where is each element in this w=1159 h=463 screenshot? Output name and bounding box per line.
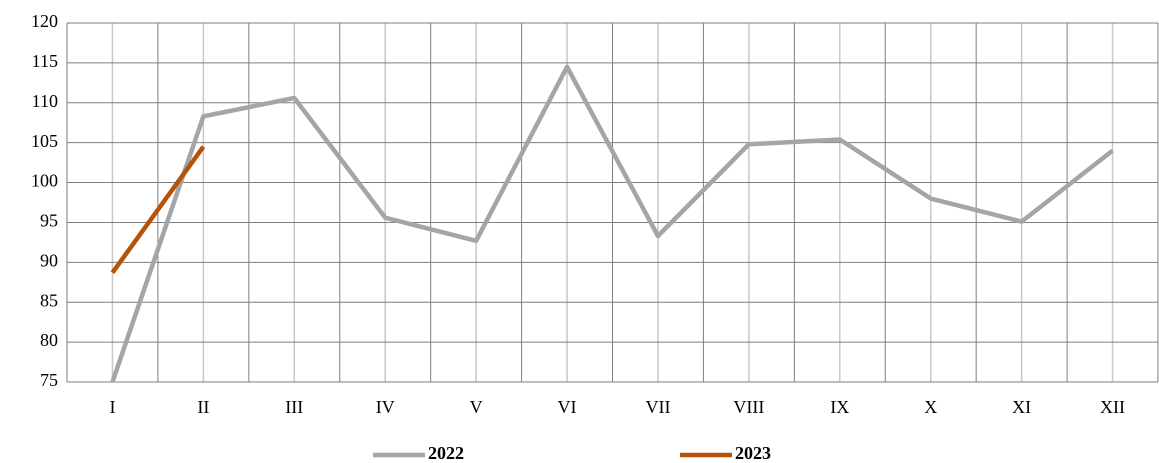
y-tick-label: 95 <box>40 211 58 231</box>
y-tick-label: 115 <box>32 51 58 71</box>
y-tick-label: 120 <box>31 11 58 31</box>
y-tick-label: 100 <box>31 171 58 191</box>
series-line <box>110 64 1114 383</box>
x-tick-label: VIII <box>733 397 764 417</box>
x-tick-label: V <box>470 397 483 417</box>
x-tick-label: III <box>285 397 303 417</box>
series-line <box>110 145 206 275</box>
y-tick-label: 105 <box>31 131 58 151</box>
x-tick-label: IV <box>376 397 395 417</box>
x-tick-label: I <box>109 397 115 417</box>
x-tick-label: VI <box>558 397 577 417</box>
x-tick-label: VII <box>645 397 670 417</box>
x-tick-label: IX <box>830 397 849 417</box>
y-tick-label: 75 <box>40 370 58 390</box>
x-tick-label: XII <box>1100 397 1125 417</box>
legend-label: 2022 <box>428 443 464 463</box>
legend-label: 2023 <box>735 443 771 463</box>
y-tick-label: 90 <box>40 250 58 270</box>
y-tick-label: 110 <box>32 91 58 111</box>
y-tick-label: 85 <box>40 290 58 310</box>
x-tick-label: II <box>197 397 209 417</box>
y-tick-label: 80 <box>40 330 58 350</box>
x-tick-label: XI <box>1012 397 1031 417</box>
x-tick-label: X <box>924 397 937 417</box>
